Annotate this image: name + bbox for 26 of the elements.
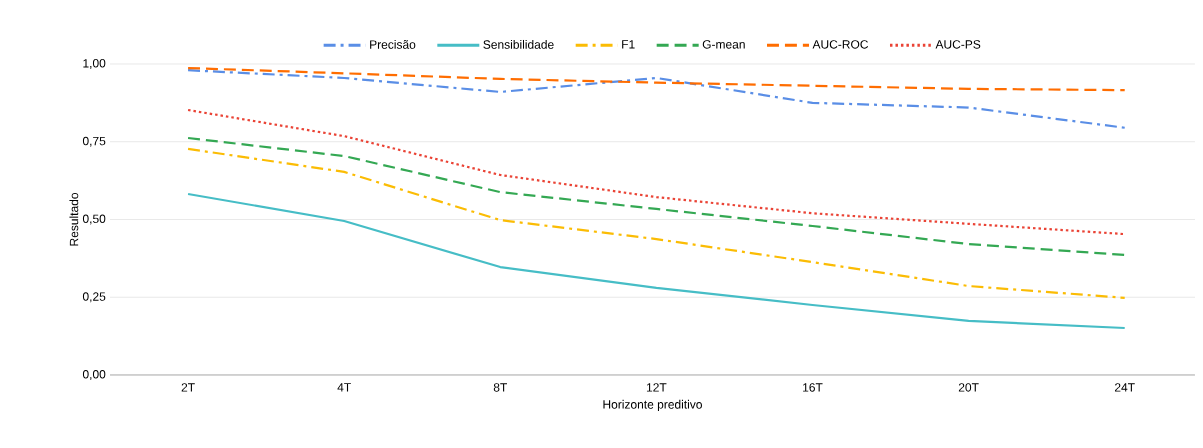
x-tick-label: 20T	[958, 383, 979, 392]
legend-label: AUC-PS	[935, 40, 981, 49]
legend-label: F1	[622, 40, 635, 49]
x-tick-label: 4T	[337, 383, 351, 392]
legend-label: G-mean	[702, 40, 745, 49]
y-tick-label: 1,00	[83, 59, 106, 69]
line-series	[186, 108, 1126, 236]
y-tick-label: 0,50	[82, 214, 106, 225]
line-series	[186, 66, 1126, 92]
x-tick-label: 16T	[803, 383, 823, 392]
legend-label: AUC-ROC	[812, 40, 869, 49]
line-series	[186, 136, 1126, 257]
x-tick-label: 24T	[1114, 383, 1135, 392]
legend-label: Sensibilidade	[483, 39, 554, 49]
y-tick-label: 0,25	[82, 292, 106, 303]
line-series	[186, 69, 1126, 129]
x-tick-label: 12T	[646, 383, 667, 392]
y-tick-label: 0,00	[82, 370, 106, 380]
line-series	[186, 192, 1126, 330]
line-series	[186, 147, 1126, 299]
y-axis-title: Resultado	[69, 192, 79, 246]
x-tick-label: 8T	[493, 383, 508, 392]
x-axis-title: Horizonte preditivo	[603, 399, 702, 412]
x-tick-label: 2T	[181, 383, 195, 392]
y-tick-label: 0,75	[82, 136, 106, 147]
legend-label: Precisão	[370, 39, 416, 49]
